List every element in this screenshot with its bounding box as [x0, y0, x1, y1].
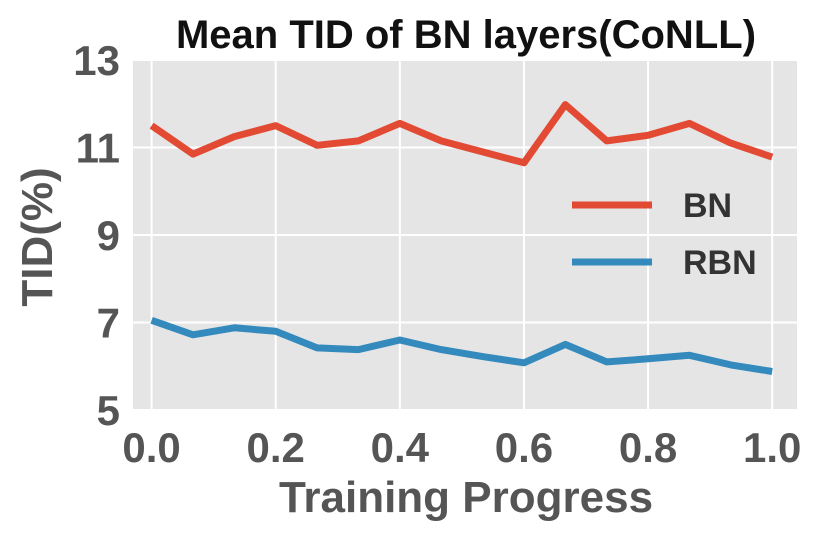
x-tick-label: 0.0 [122, 424, 180, 471]
x-tick-label: 0.2 [247, 424, 305, 471]
tick-labels: 0.0 0.2 0.4 0.6 0.8 1.0 5 7 9 11 13 [73, 37, 801, 471]
y-tick-label: 11 [76, 125, 120, 172]
x-tick-label: 1.0 [743, 424, 801, 471]
legend: BN RBN [572, 187, 757, 282]
y-tick-label: 13 [73, 37, 120, 84]
x-tick-label: 0.8 [619, 424, 677, 471]
series-line-rbn [150, 316, 773, 375]
legend-label-bn: BN [683, 187, 732, 225]
series-line-bn [149, 101, 774, 167]
y-axis-label: TID(%) [13, 167, 62, 306]
y-tick-label: 9 [97, 212, 120, 259]
series-lines [149, 101, 774, 375]
x-axis-label: Training Progress [279, 473, 653, 522]
x-tick-label: 0.4 [371, 424, 430, 471]
chart-title: Mean TID of BN layers(CoNLL) [176, 13, 756, 57]
y-tick-label: 5 [97, 387, 120, 434]
legend-label-rbn: RBN [683, 244, 757, 282]
x-tick-label: 0.6 [495, 424, 553, 471]
y-tick-label: 7 [97, 300, 120, 347]
